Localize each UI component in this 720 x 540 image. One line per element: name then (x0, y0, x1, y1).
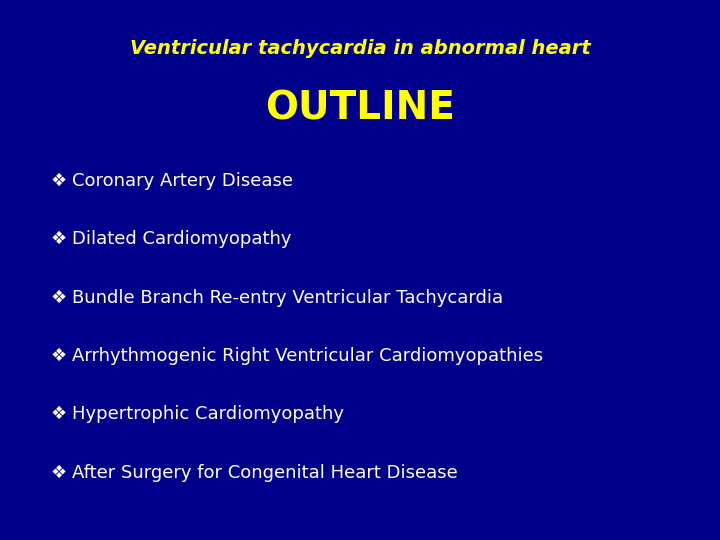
Text: Dilated Cardiomyopathy: Dilated Cardiomyopathy (72, 230, 292, 248)
Text: ❖: ❖ (50, 463, 66, 482)
Text: ❖: ❖ (50, 288, 66, 307)
Text: OUTLINE: OUTLINE (265, 89, 455, 127)
Text: Ventricular tachycardia in abnormal heart: Ventricular tachycardia in abnormal hear… (130, 39, 590, 58)
Text: Coronary Artery Disease: Coronary Artery Disease (72, 172, 293, 190)
Text: After Surgery for Congenital Heart Disease: After Surgery for Congenital Heart Disea… (72, 463, 458, 482)
Text: ❖: ❖ (50, 230, 66, 248)
Text: ❖: ❖ (50, 405, 66, 423)
Text: Hypertrophic Cardiomyopathy: Hypertrophic Cardiomyopathy (72, 405, 344, 423)
Text: ❖: ❖ (50, 172, 66, 190)
Text: Arrhythmogenic Right Ventricular Cardiomyopathies: Arrhythmogenic Right Ventricular Cardiom… (72, 347, 543, 365)
Text: ❖: ❖ (50, 347, 66, 365)
Text: Bundle Branch Re-entry Ventricular Tachycardia: Bundle Branch Re-entry Ventricular Tachy… (72, 288, 503, 307)
